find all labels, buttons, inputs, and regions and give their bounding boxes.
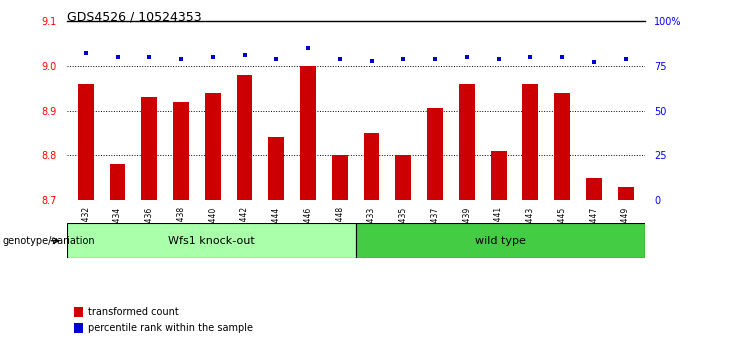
Point xyxy=(556,54,568,60)
Point xyxy=(525,54,536,60)
Bar xyxy=(67,223,356,258)
Point xyxy=(239,52,250,58)
Text: GDS4526 / 10524353: GDS4526 / 10524353 xyxy=(67,11,202,24)
Bar xyxy=(491,151,507,200)
Point xyxy=(302,45,314,51)
Point xyxy=(207,54,219,60)
Bar xyxy=(586,178,602,200)
Bar xyxy=(74,324,83,333)
Bar xyxy=(74,308,83,317)
Point xyxy=(334,56,346,62)
Point xyxy=(588,59,599,65)
Bar xyxy=(459,84,475,200)
Bar xyxy=(364,133,379,200)
Point xyxy=(397,56,409,62)
Bar xyxy=(522,84,538,200)
Bar xyxy=(356,223,645,258)
Point xyxy=(175,56,187,62)
Point xyxy=(112,54,124,60)
Point xyxy=(619,56,631,62)
Text: Wfs1 knock-out: Wfs1 knock-out xyxy=(167,236,255,246)
Point xyxy=(365,58,377,63)
Point xyxy=(80,51,92,56)
Point xyxy=(270,56,282,62)
Point xyxy=(429,56,441,62)
Text: wild type: wild type xyxy=(475,236,525,246)
Bar xyxy=(236,75,253,200)
Bar xyxy=(78,84,93,200)
Text: percentile rank within the sample: percentile rank within the sample xyxy=(88,323,253,333)
Bar xyxy=(205,93,221,200)
Bar xyxy=(173,102,189,200)
Bar xyxy=(332,155,348,200)
Bar xyxy=(142,97,157,200)
Text: transformed count: transformed count xyxy=(88,307,179,317)
Bar xyxy=(396,155,411,200)
Bar xyxy=(618,187,634,200)
Bar xyxy=(427,108,443,200)
Point xyxy=(143,54,155,60)
Bar xyxy=(300,66,316,200)
Text: genotype/variation: genotype/variation xyxy=(2,236,95,246)
Bar xyxy=(554,93,570,200)
Point xyxy=(493,56,505,62)
Bar xyxy=(110,164,125,200)
Point xyxy=(461,54,473,60)
Bar xyxy=(268,137,285,200)
